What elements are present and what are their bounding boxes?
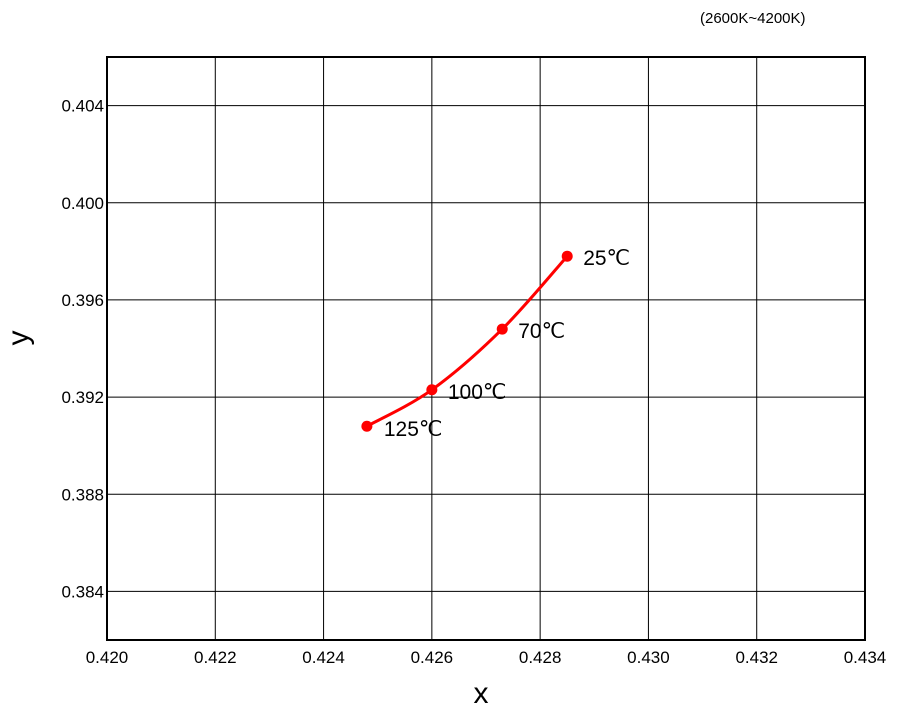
data-point (561, 250, 573, 262)
y-tick-label: 0.388 (61, 485, 104, 504)
chart-note: (2600K~4200K) (700, 10, 806, 27)
data-point (361, 420, 373, 432)
data-label: 25℃ (583, 247, 630, 270)
grid (106, 57, 866, 640)
y-axis-label: y (2, 331, 35, 346)
plot-frame (106, 56, 866, 641)
x-tick-label: 0.420 (86, 648, 129, 667)
x-tick-label: 0.424 (302, 648, 345, 667)
y-axis-ticks: 0.384 0.388 0.392 0.396 0.400 0.404 (61, 97, 104, 602)
y-tick-label: 0.396 (61, 291, 104, 310)
x-tick-label: 0.434 (844, 648, 887, 667)
x-tick-label: 0.426 (411, 648, 454, 667)
x-tick-label: 0.432 (735, 648, 778, 667)
x-tick-label: 0.422 (194, 648, 237, 667)
series-line (366, 255, 569, 428)
x-axis-label: x (474, 677, 489, 710)
x-tick-label: 0.428 (519, 648, 562, 667)
data-label: 100℃ (448, 381, 507, 404)
data-point (496, 323, 508, 335)
y-tick-label: 0.384 (61, 582, 104, 601)
x-tick-label: 0.430 (627, 648, 670, 667)
y-tick-label: 0.404 (61, 97, 104, 116)
data-label: 125℃ (384, 418, 443, 441)
y-tick-label: 0.400 (61, 194, 104, 213)
data-point (426, 384, 438, 396)
x-axis-ticks: 0.420 0.422 0.424 0.426 0.428 0.430 0.432 0.434 (86, 648, 887, 667)
y-tick-label: 0.392 (61, 388, 104, 407)
data-label: 70℃ (518, 320, 565, 343)
